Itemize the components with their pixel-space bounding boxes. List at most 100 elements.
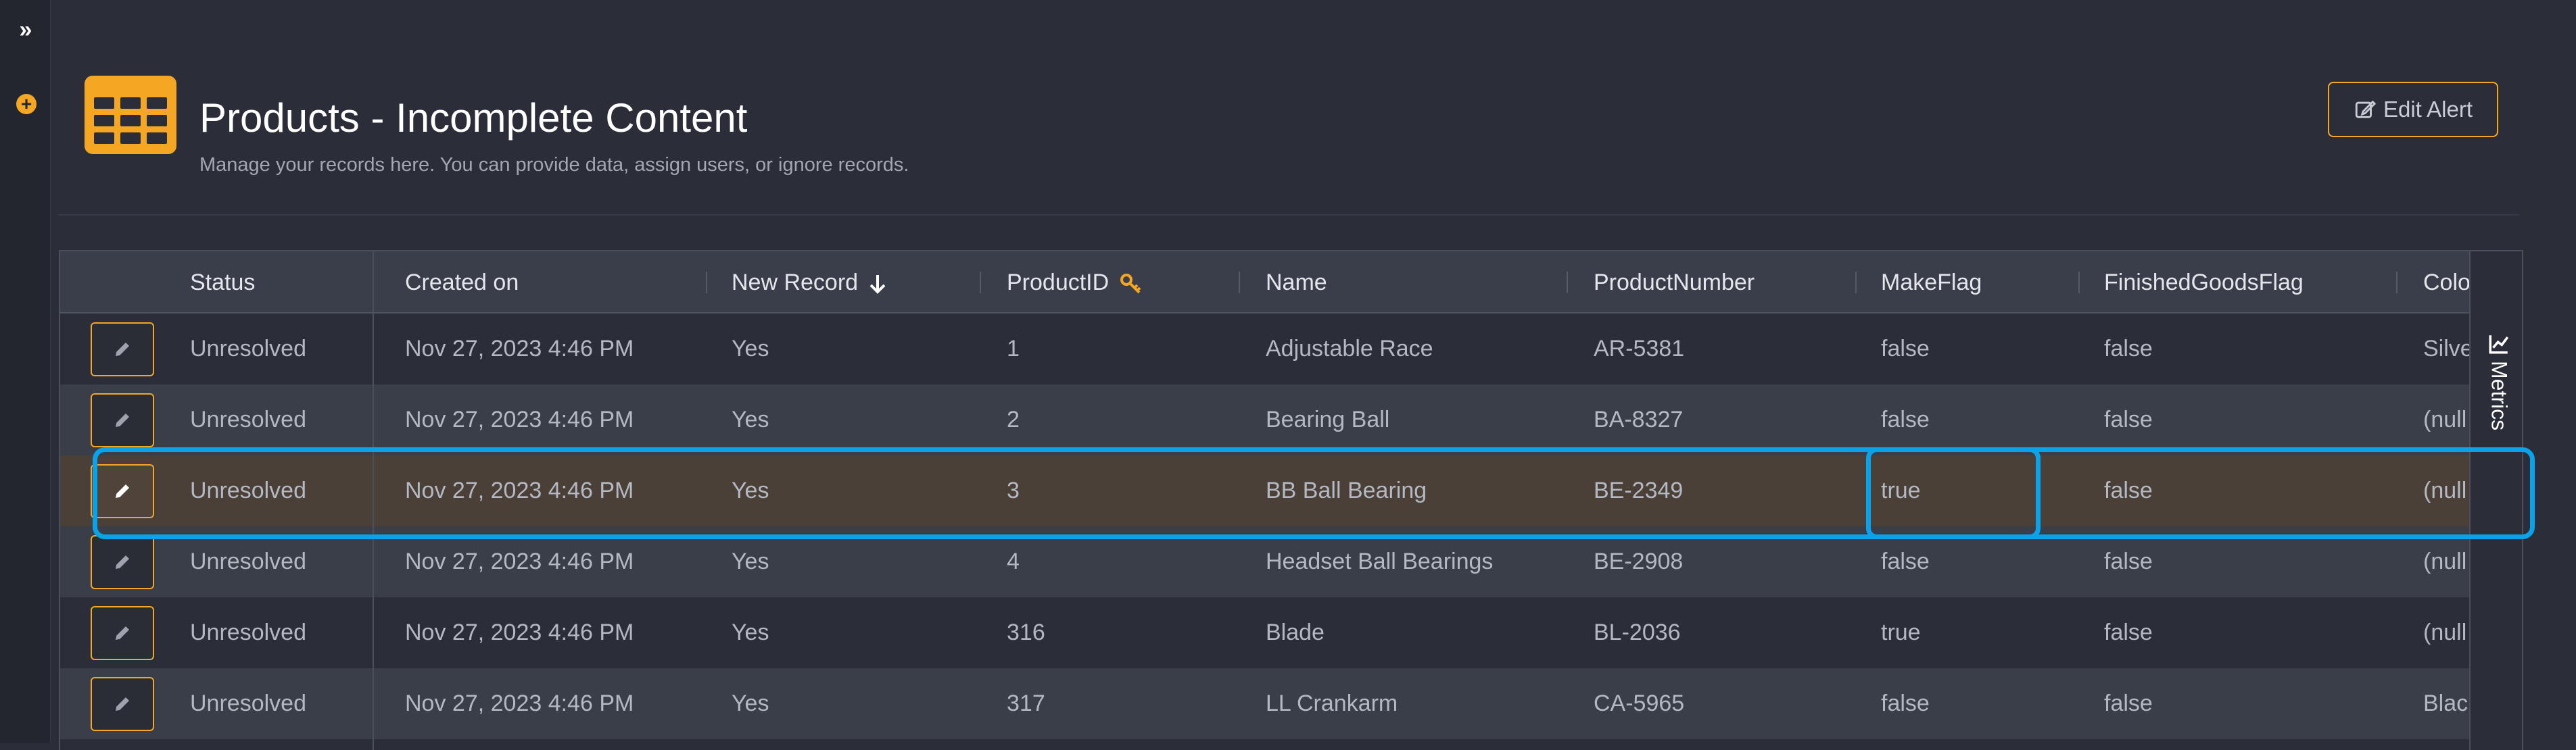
- row-edit-button[interactable]: [91, 322, 154, 376]
- cell-name: Adjustable Race: [1266, 336, 1433, 361]
- cell-new-record: Yes: [732, 336, 769, 361]
- column-separator[interactable]: [1239, 272, 1240, 293]
- table-row-selected[interactable]: Unresolved Nov 27, 2023 4:46 PM Yes 3 BB…: [60, 455, 2469, 526]
- table-row[interactable]: Unresolved Nov 27, 2023 4:46 PM Yes 4 He…: [60, 526, 2469, 597]
- cell-color: (null: [2423, 620, 2467, 645]
- column-separator[interactable]: [706, 272, 707, 293]
- cell-product-id: 3: [1007, 478, 1020, 503]
- cell-name: Blade: [1266, 620, 1325, 645]
- cell-product-id: 317: [1007, 691, 1045, 716]
- edit-alert-label: Edit Alert: [2383, 97, 2473, 122]
- pencil-icon: [116, 414, 129, 427]
- cell-created-on: Nov 27, 2023 4:46 PM: [405, 478, 634, 503]
- cell-new-record: Yes: [732, 691, 769, 716]
- column-header-created-on[interactable]: Created on: [405, 270, 519, 295]
- cell-new-record: Yes: [732, 407, 769, 432]
- column-separator[interactable]: [980, 272, 981, 293]
- column-header-product-id[interactable]: ProductID: [1007, 251, 1143, 314]
- metrics-tab[interactable]: Metrics: [2469, 251, 2522, 750]
- row-edit-button[interactable]: [91, 535, 154, 589]
- column-header-new-record-label: New Record: [732, 270, 859, 295]
- cell-new-record: Yes: [732, 549, 769, 574]
- key-icon: [1120, 274, 1141, 294]
- table-row[interactable]: Unresolved Nov 27, 2023 4:46 PM Yes 1 Ad…: [60, 314, 2469, 384]
- cell-product-id: 2: [1007, 407, 1020, 432]
- cell-finished-goods-flag: false: [2104, 549, 2153, 574]
- table-row[interactable]: Unresolved Nov 27, 2023 4:46 PM Yes 2 Be…: [60, 384, 2469, 455]
- cell-make-flag[interactable]: true: [1881, 478, 1921, 503]
- table-header: Status Created on New Record ProductID: [60, 251, 2469, 314]
- main-content: Products - Incomplete Content Manage you…: [51, 0, 2576, 750]
- pencil-icon: [116, 343, 129, 356]
- cell-status: Unresolved: [190, 407, 306, 432]
- column-header-name[interactable]: Name: [1266, 270, 1327, 295]
- column-header-product-number[interactable]: ProductNumber: [1594, 270, 1755, 295]
- cell-product-id: 316: [1007, 620, 1045, 645]
- cell-make-flag: true: [1881, 620, 1921, 645]
- page-subtitle: Manage your records here. You can provid…: [199, 154, 909, 176]
- row-edit-button[interactable]: [91, 464, 154, 518]
- cell-make-flag: false: [1881, 336, 1930, 361]
- cell-product-id: 1: [1007, 336, 1020, 361]
- column-separator[interactable]: [2078, 272, 2080, 293]
- cell-finished-goods-flag: false: [2104, 691, 2153, 716]
- column-separator[interactable]: [1567, 272, 1568, 293]
- cell-created-on: Nov 27, 2023 4:46 PM: [405, 407, 634, 432]
- cell-finished-goods-flag: false: [2104, 478, 2153, 503]
- cell-product-number: BE-2349: [1594, 478, 1684, 503]
- column-header-status[interactable]: Status: [190, 270, 256, 295]
- metrics-tab-label: Metrics: [2487, 361, 2512, 431]
- column-separator[interactable]: [1855, 272, 1857, 293]
- cell-created-on: Nov 27, 2023 4:46 PM: [405, 549, 634, 574]
- column-separator[interactable]: [2396, 272, 2398, 293]
- cell-status: Unresolved: [190, 549, 306, 574]
- cell-product-number: BE-2908: [1594, 549, 1684, 574]
- sidebar: » +: [0, 0, 51, 743]
- table-row[interactable]: Unresolved Nov 27, 2023 4:46 PM Yes 316 …: [60, 597, 2469, 668]
- pencil-icon: [116, 484, 129, 498]
- arrow-down-icon: [869, 275, 885, 294]
- row-edit-button[interactable]: [91, 606, 154, 660]
- line-chart-icon: [2489, 335, 2509, 354]
- page-title: Products - Incomplete Content: [199, 95, 748, 141]
- pencil-icon: [116, 555, 129, 569]
- row-edit-button[interactable]: [91, 677, 154, 731]
- column-header-make-flag[interactable]: MakeFlag: [1881, 270, 1982, 295]
- cell-product-number: AR-5381: [1594, 336, 1685, 361]
- cell-created-on: Nov 27, 2023 4:46 PM: [405, 691, 634, 716]
- edit-icon: [2355, 100, 2377, 118]
- pencil-icon: [116, 697, 129, 711]
- cell-color: Blac: [2423, 691, 2468, 716]
- double-chevron-right-icon[interactable]: »: [19, 17, 32, 43]
- cell-new-record: Yes: [732, 478, 769, 503]
- table-row[interactable]: Unresolved Nov 27, 2023 4:46 PM Yes 317 …: [60, 668, 2469, 739]
- metrics-tab-label-group: Metrics: [2485, 332, 2512, 481]
- cell-new-record: Yes: [732, 620, 769, 645]
- pencil-icon: [116, 626, 129, 640]
- cell-name: Headset Ball Bearings: [1266, 549, 1494, 574]
- cell-status: Unresolved: [190, 691, 306, 716]
- column-header-product-id-label: ProductID: [1007, 270, 1110, 295]
- edit-alert-button[interactable]: Edit Alert: [2328, 82, 2498, 137]
- cell-product-number: BA-8327: [1594, 407, 1684, 432]
- cell-color: (null: [2423, 549, 2467, 574]
- column-header-finished-goods-flag[interactable]: FinishedGoodsFlag: [2104, 270, 2304, 295]
- cell-name: BB Ball Bearing: [1266, 478, 1427, 503]
- plus-circle-icon[interactable]: +: [16, 94, 37, 114]
- cell-make-flag: false: [1881, 549, 1930, 574]
- cell-make-flag: false: [1881, 691, 1930, 716]
- divider: [58, 214, 2519, 216]
- cell-status: Unresolved: [190, 620, 306, 645]
- cell-color: (null: [2423, 478, 2467, 503]
- column-header-color[interactable]: Colo: [2423, 270, 2469, 295]
- cell-color: Silve: [2423, 336, 2469, 361]
- cell-product-id: 4: [1007, 549, 1020, 574]
- cell-finished-goods-flag: false: [2104, 407, 2153, 432]
- cell-color: (null: [2423, 407, 2467, 432]
- cell-status: Unresolved: [190, 336, 306, 361]
- cell-name: Bearing Ball: [1266, 407, 1390, 432]
- cell-created-on: Nov 27, 2023 4:46 PM: [405, 620, 634, 645]
- column-header-new-record[interactable]: New Record: [732, 251, 888, 314]
- row-edit-button[interactable]: [91, 393, 154, 447]
- cell-product-number: BL-2036: [1594, 620, 1681, 645]
